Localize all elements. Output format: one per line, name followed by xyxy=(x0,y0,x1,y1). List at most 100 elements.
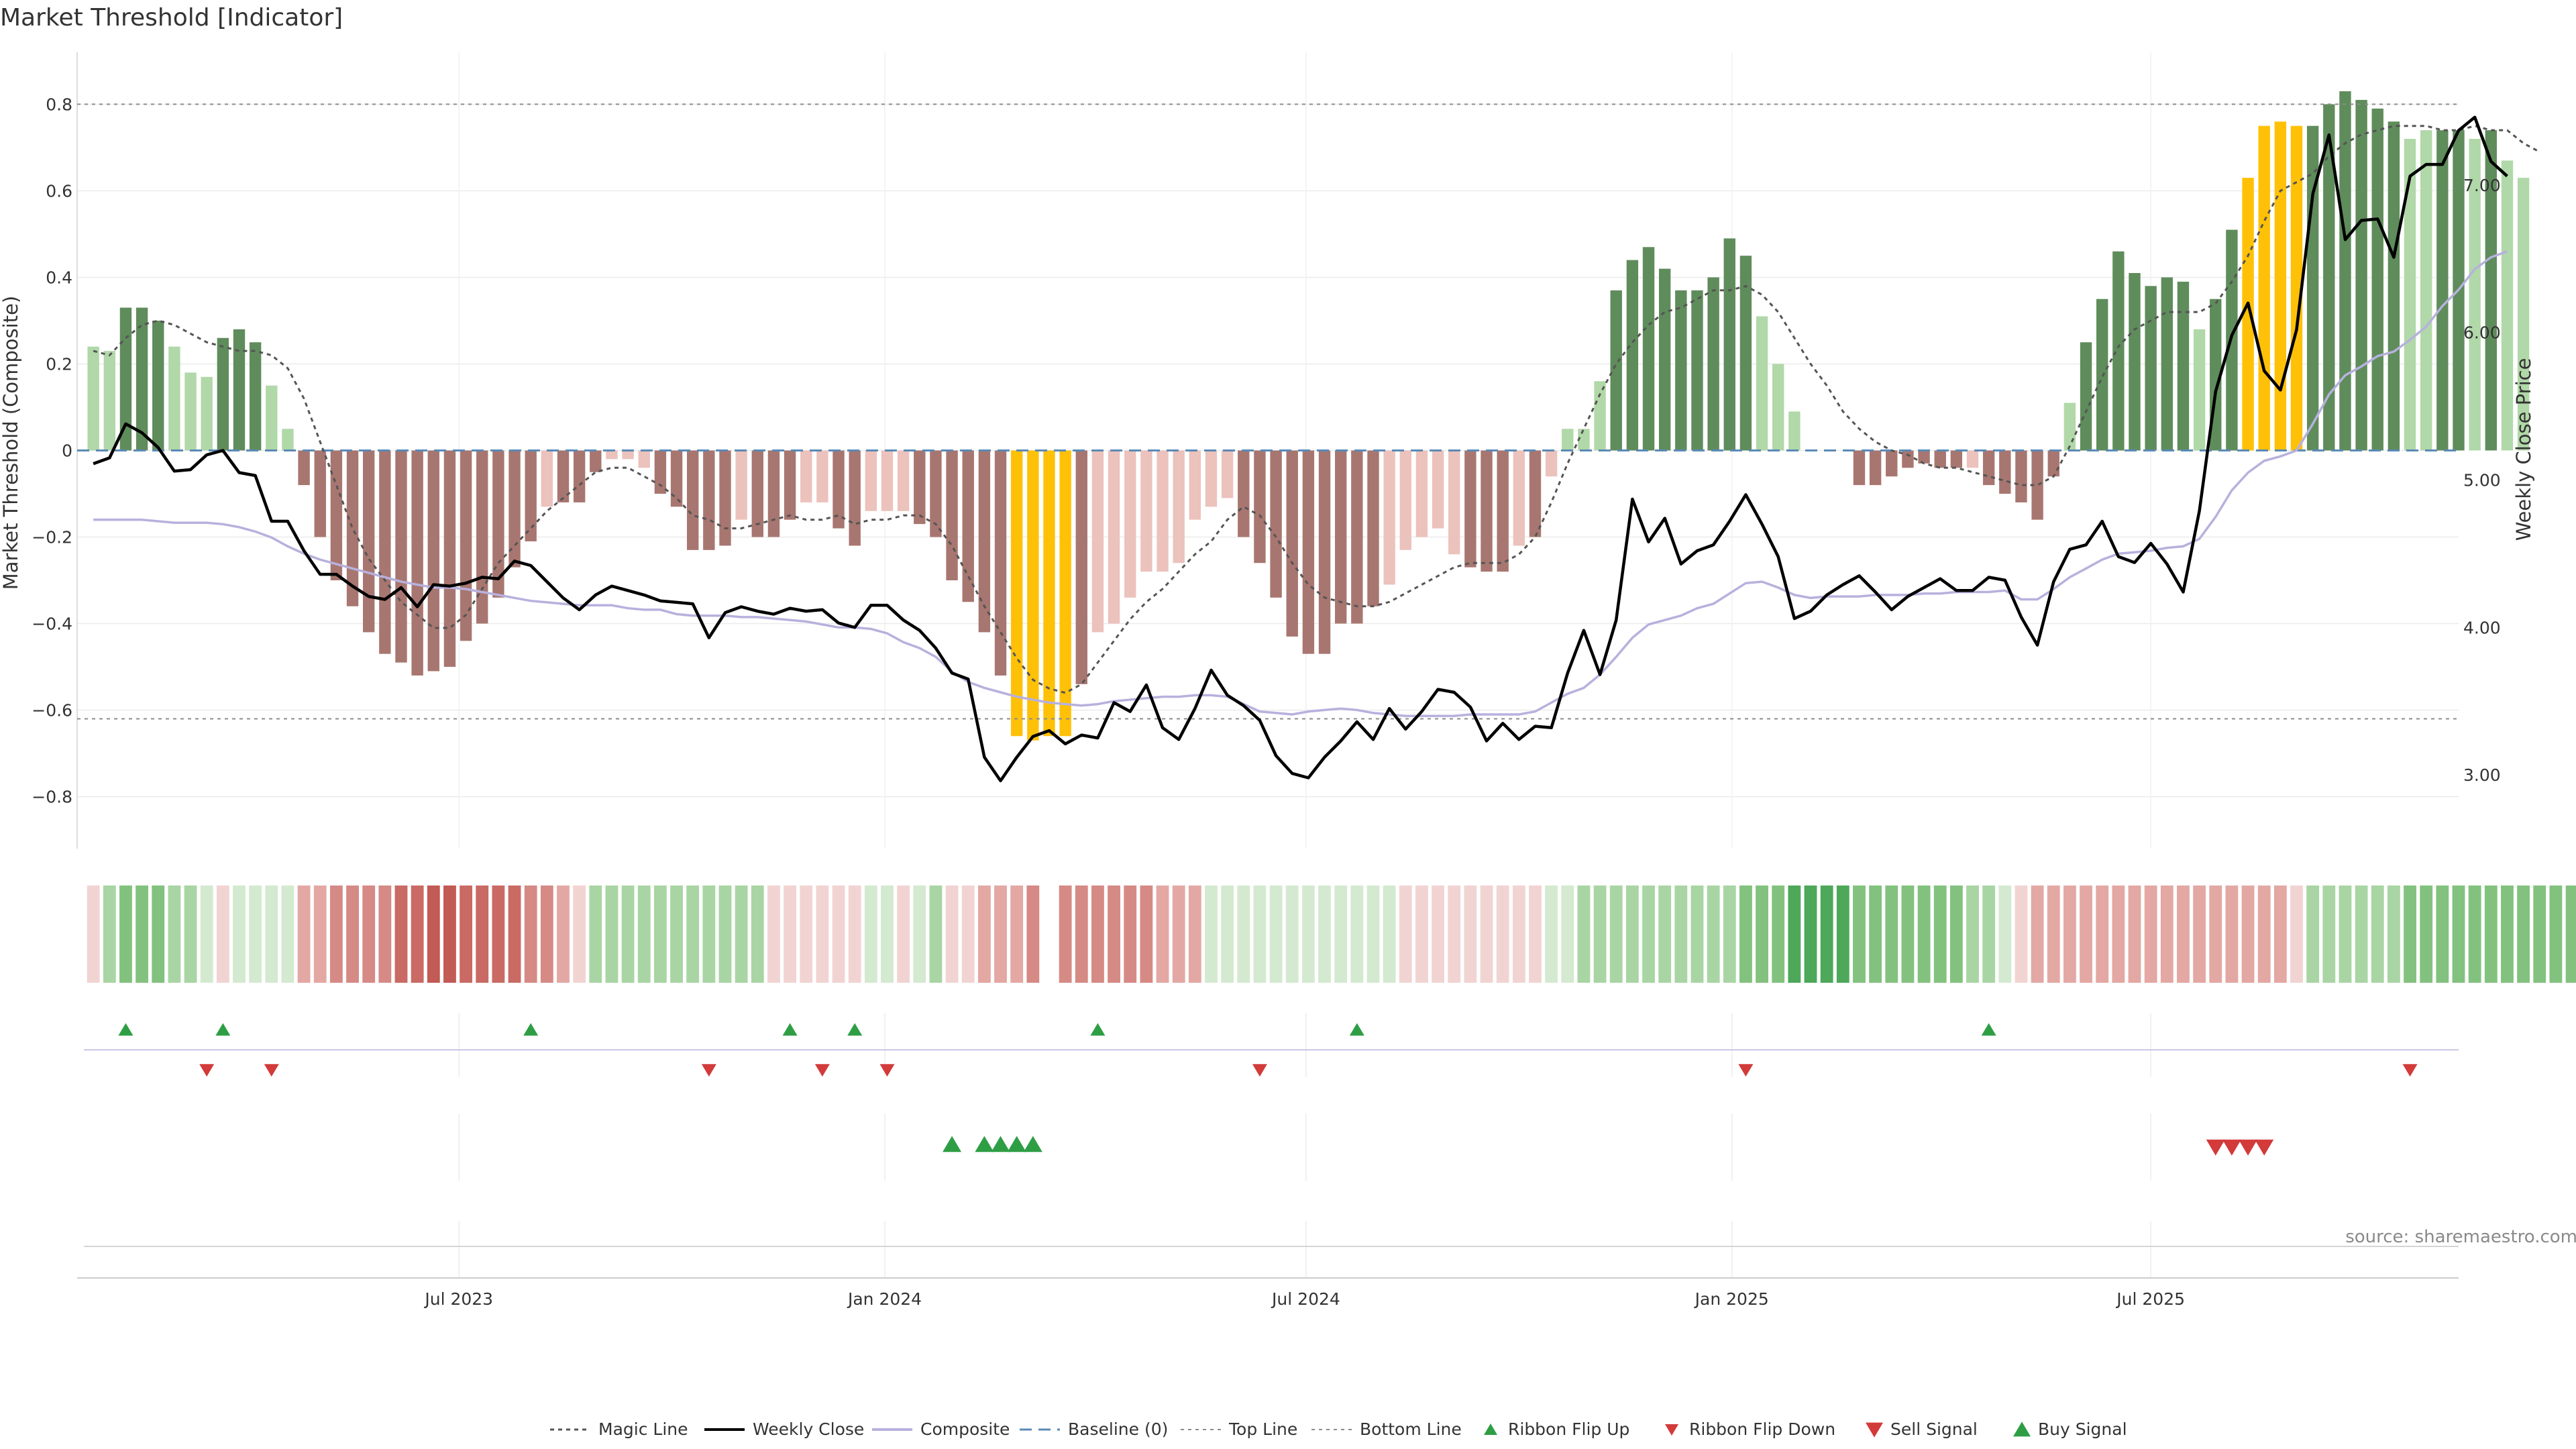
y2-tick-label: 7.00 xyxy=(2463,176,2501,195)
composite-bar xyxy=(557,450,570,502)
composite-bar xyxy=(1658,268,1671,451)
ribbon-cell xyxy=(2241,885,2255,983)
ribbon-cell xyxy=(1237,885,1250,983)
sell-signal-marker xyxy=(2255,1139,2274,1156)
legend-item-flipup: Ribbon Flip Up xyxy=(1484,1419,1629,1439)
ribbon-cell xyxy=(216,885,229,983)
ribbon-flip-down-marker xyxy=(2402,1064,2418,1077)
composite-bar xyxy=(833,450,845,529)
ribbon-cell xyxy=(1836,885,1849,983)
composite-bar xyxy=(525,450,537,541)
ribbon-flip-down-marker xyxy=(814,1064,830,1077)
composite-bar xyxy=(1238,450,1250,537)
composite-bar xyxy=(1642,247,1655,451)
legend-swatch xyxy=(1866,1422,1883,1438)
weekly-close-line xyxy=(93,115,2508,783)
ribbon-flip-down-marker xyxy=(199,1064,215,1077)
ribbon-cell xyxy=(1772,885,1785,983)
composite-bar xyxy=(686,450,699,550)
legend-swatch xyxy=(2013,1421,2031,1437)
composite-bar xyxy=(1886,450,1898,477)
composite-bar xyxy=(379,450,391,654)
ribbon-cell xyxy=(2549,885,2563,983)
ribbon-cell xyxy=(2501,885,2514,983)
ribbon-cell xyxy=(1690,885,1704,983)
composite-bar xyxy=(1691,290,1703,451)
composite-bar xyxy=(2031,450,2043,520)
legend-item-flipdown: Ribbon Flip Down xyxy=(1665,1419,1835,1439)
ribbon-cell xyxy=(653,885,667,983)
y-tick-label: 0.2 xyxy=(46,354,72,374)
composite-bar xyxy=(2242,178,2254,451)
ribbon-cell xyxy=(2112,885,2125,983)
ribbon-cell xyxy=(2339,885,2352,983)
ribbon-cell xyxy=(2404,885,2416,983)
ribbon-cell xyxy=(524,885,537,983)
ribbon-cell xyxy=(2225,885,2239,983)
composite-bar xyxy=(914,450,926,525)
legend-item-composite: Composite xyxy=(872,1419,1010,1439)
composite-bar xyxy=(2274,121,2287,451)
ribbon-cell xyxy=(557,885,570,983)
composite-bar xyxy=(1934,450,1946,468)
ribbon-cell xyxy=(2177,885,2190,983)
composite-bar xyxy=(2145,286,2157,451)
ribbon-cell xyxy=(1885,885,1898,983)
ribbon-flip-up-marker xyxy=(215,1023,231,1036)
composite-bar xyxy=(800,450,812,502)
ribbon-cell xyxy=(1982,885,1996,983)
ribbon-cell xyxy=(994,885,1007,983)
ribbon-cell xyxy=(751,885,764,983)
signal-markers xyxy=(84,1136,2459,1247)
composite-bar xyxy=(2371,108,2383,451)
composite-bar xyxy=(1481,450,1493,572)
composite-bar xyxy=(865,450,877,511)
composite-bar xyxy=(2080,342,2092,451)
legend: Magic Line Weekly Close Composite Baseline … xyxy=(550,1419,2127,1439)
composite-bar xyxy=(1157,450,1169,572)
ribbon-flip-up-marker xyxy=(1090,1023,1106,1036)
composite-bar xyxy=(2469,139,2481,451)
composite-bar xyxy=(2404,139,2416,451)
ribbon-cell xyxy=(2015,885,2028,983)
composite-bar xyxy=(784,450,796,520)
ribbon-cell xyxy=(1301,885,1315,983)
buy-signal-marker xyxy=(991,1136,1010,1152)
ribbon-cell xyxy=(1577,885,1591,983)
ribbon-flip-down-marker xyxy=(1738,1064,1754,1077)
ribbon-cell xyxy=(1901,885,1915,983)
ribbon-flip-up-marker xyxy=(847,1023,863,1036)
ribbon-cell xyxy=(2355,885,2368,983)
composite-bar xyxy=(1399,450,1411,550)
composite-bar xyxy=(1432,450,1444,529)
ribbon-cell xyxy=(1464,885,1477,983)
ribbon-cell xyxy=(605,885,619,983)
composite-bar xyxy=(1982,450,1995,486)
source-note: source: sharemaestro.com xyxy=(2345,1227,2576,1247)
ribbon-cell xyxy=(929,885,943,983)
ribbon-cell xyxy=(1091,885,1104,983)
ribbon-cell xyxy=(1529,885,1542,983)
ribbon-cell xyxy=(2468,885,2481,983)
composite-bar xyxy=(1707,277,1719,451)
ribbon-cell xyxy=(2273,885,2287,983)
composite-bar xyxy=(314,450,326,537)
composite-bar xyxy=(670,450,683,507)
ribbon-cell xyxy=(281,885,294,983)
composite-bar xyxy=(2193,329,2206,451)
legend-label: Sell Signal xyxy=(1890,1419,1978,1439)
ribbon-cell xyxy=(346,885,359,983)
composite-bar xyxy=(1497,450,1509,572)
ribbon-cell xyxy=(1756,885,1768,983)
composite-bar xyxy=(1448,450,1460,555)
composite-bar xyxy=(1513,450,1525,546)
ribbon-cell xyxy=(784,885,797,983)
ribbon-cell xyxy=(460,885,473,983)
y-tick-label: 0.6 xyxy=(46,181,72,201)
composite-bar xyxy=(962,450,974,602)
ribbon-cell xyxy=(1334,885,1348,983)
legend-label: Baseline (0) xyxy=(1068,1419,1168,1439)
composite-bar xyxy=(606,450,618,460)
ribbon-cell xyxy=(119,885,132,983)
ribbon-cell xyxy=(897,885,910,983)
